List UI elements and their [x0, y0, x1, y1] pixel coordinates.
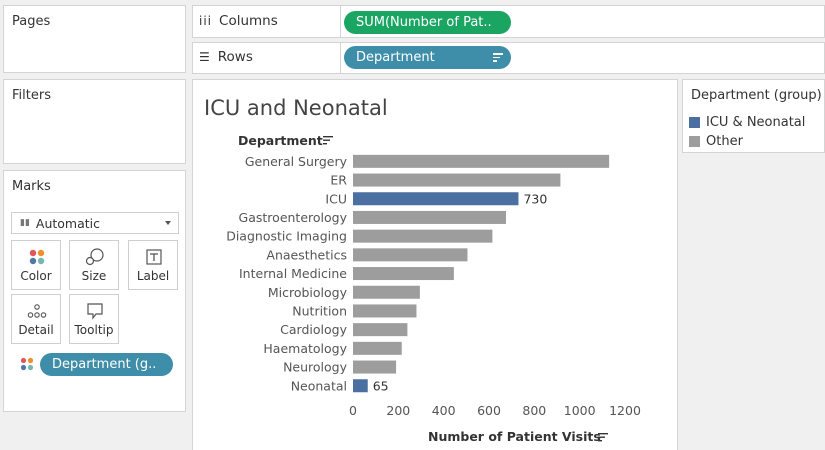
- bar: [353, 248, 468, 262]
- bar: [353, 379, 368, 393]
- legend-item-label: ICU & Neonatal: [706, 115, 806, 130]
- bar: [353, 304, 417, 318]
- sort-icon: [323, 143, 327, 145]
- bar: [353, 285, 420, 299]
- x-tick-label: 1000: [564, 403, 596, 418]
- bar: [353, 192, 519, 206]
- x-tick-label: 400: [432, 403, 456, 418]
- category-label: Gastroenterology: [239, 210, 348, 225]
- detail-button-label: Detail: [18, 323, 54, 337]
- x-tick-label: 800: [522, 403, 546, 418]
- legend-item-icu-neonatal[interactable]: ICU & Neonatal: [689, 115, 805, 130]
- category-label: Haematology: [263, 341, 347, 356]
- pages-title: Pages: [12, 14, 51, 29]
- filters-title: Filters: [12, 88, 51, 103]
- category-label: Nutrition: [292, 303, 347, 318]
- rows-icon: ☰: [199, 50, 211, 64]
- size-button[interactable]: Size: [69, 240, 119, 290]
- bar: [353, 229, 493, 243]
- sort-icon: [598, 436, 605, 438]
- size-button-label: Size: [81, 269, 107, 283]
- x-tick-label: 1200: [609, 403, 641, 418]
- x-tick-label: 600: [477, 403, 501, 418]
- marks-title: Marks: [12, 179, 51, 194]
- chevron-down-icon: [165, 221, 171, 225]
- color-button[interactable]: Color: [11, 240, 61, 290]
- color-button-label: Color: [20, 269, 52, 283]
- bar: [353, 323, 408, 337]
- rows-pill-label: Department: [356, 50, 435, 65]
- tooltip-button[interactable]: Tooltip: [69, 294, 119, 344]
- label-button-label: Label: [136, 269, 170, 283]
- pages-panel: Pages: [3, 5, 186, 73]
- tooltip-icon: [87, 303, 103, 320]
- category-label: Anaesthetics: [266, 247, 347, 262]
- category-label: Internal Medicine: [239, 266, 347, 281]
- sort-icon: [493, 53, 503, 62]
- bar: [353, 341, 402, 355]
- rows-label: Rows: [217, 49, 253, 65]
- color-department-group-pill[interactable]: Department (g..: [40, 353, 173, 376]
- columns-pill-label: SUM(Number of Pat..: [356, 15, 492, 30]
- legend-panel: Department (group): [682, 79, 825, 153]
- detail-button[interactable]: Detail: [11, 294, 61, 344]
- chart-panel: [192, 79, 678, 450]
- data-label: 65: [373, 378, 389, 393]
- chart-title: ICU and Neonatal: [204, 96, 388, 120]
- columns-label: Columns: [219, 13, 278, 29]
- columns-pill[interactable]: SUM(Number of Pat..: [344, 11, 511, 34]
- mark-type-value: Automatic: [35, 215, 101, 231]
- shelf-divider: [340, 5, 341, 38]
- detail-icon: [27, 304, 47, 318]
- label-button[interactable]: Label: [128, 240, 178, 290]
- filters-panel[interactable]: Filters: [3, 79, 186, 164]
- size-icon: [85, 248, 104, 266]
- sort-icon: [598, 440, 602, 442]
- bar-chart-icon: ▮▮: [20, 218, 30, 228]
- legend-swatch: [689, 117, 700, 128]
- category-label: ER: [330, 173, 347, 188]
- color-dots-icon: [20, 357, 34, 371]
- legend-title: Department (group): [691, 88, 822, 103]
- x-tick-label: 200: [386, 403, 410, 418]
- shelf-divider: [340, 42, 341, 74]
- x-axis-title: Number of Patient Visits: [428, 429, 601, 444]
- color-pill-label: Department (g..: [52, 357, 157, 372]
- category-label: Neonatal: [291, 378, 347, 393]
- category-label: Neurology: [283, 360, 348, 375]
- category-label: Microbiology: [268, 285, 348, 300]
- legend-item-label: Other: [706, 134, 743, 149]
- category-label: Cardiology: [280, 322, 347, 337]
- bar: [353, 267, 454, 281]
- bar-chart: ICU and Neonatal Department General Surger…: [204, 96, 641, 444]
- bar: [353, 173, 561, 187]
- sort-icon: [598, 433, 608, 435]
- category-label: General Surgery: [245, 154, 348, 169]
- label-icon: [146, 249, 162, 265]
- sort-icon: [323, 136, 333, 138]
- rows-pill[interactable]: Department: [344, 46, 511, 69]
- y-axis-title: Department: [238, 133, 323, 148]
- legend-item-other[interactable]: Other: [689, 134, 743, 149]
- bar: [353, 210, 506, 224]
- sort-icon: [323, 139, 330, 141]
- category-label: Diagnostic Imaging: [226, 229, 347, 244]
- tooltip-button-label: Tooltip: [74, 323, 114, 337]
- x-tick-label: 0: [349, 403, 357, 418]
- columns-shelf-label: iii Columns: [199, 13, 278, 29]
- columns-icon: iii: [199, 14, 213, 28]
- legend-swatch: [689, 136, 700, 147]
- mark-type-dropdown[interactable]: ▮▮ Automatic: [11, 212, 179, 234]
- color-dots-icon: [29, 249, 45, 265]
- rows-shelf-label: ☰ Rows: [199, 49, 253, 65]
- bar: [353, 360, 397, 374]
- category-label: ICU: [325, 191, 347, 206]
- bar: [353, 154, 610, 168]
- data-label: 730: [523, 191, 547, 206]
